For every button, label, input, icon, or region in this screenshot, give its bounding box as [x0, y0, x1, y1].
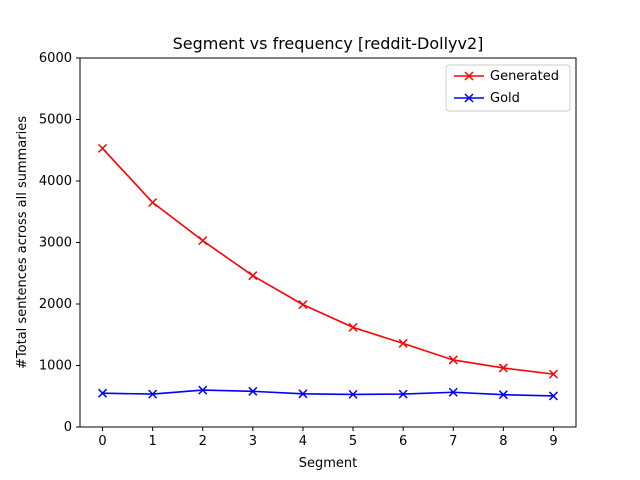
- series-generated: [98, 143, 558, 379]
- data-point-generated: [498, 363, 508, 373]
- y-tick-label: 6000: [39, 51, 72, 66]
- x-tick-label: 0: [98, 434, 106, 449]
- y-tick-label: 5000: [39, 113, 72, 128]
- x-tick-label: 3: [249, 434, 257, 449]
- legend: Generated Gold: [445, 64, 571, 112]
- x-tick-label: 9: [549, 434, 557, 449]
- x-axis: 0 1 2 3 4 5 6 7 8 9: [98, 427, 558, 449]
- x-tick-label: 7: [449, 434, 457, 449]
- x-tick-label: 8: [499, 434, 507, 449]
- data-point-gold: [348, 389, 358, 399]
- y-tick-label: 3000: [39, 236, 72, 251]
- data-point-gold: [298, 389, 308, 399]
- x-tick-label: 1: [149, 434, 157, 449]
- data-point-generated: [548, 369, 558, 379]
- x-axis-label: Segment: [299, 456, 358, 471]
- legend-label-gold: Gold: [490, 91, 520, 106]
- x-tick-label: 4: [299, 434, 307, 449]
- plot-series: [98, 143, 558, 401]
- data-point-gold: [148, 389, 158, 399]
- legend-item-gold: Gold: [454, 91, 520, 106]
- x-tick-label: 6: [399, 434, 407, 449]
- y-tick-label: 1000: [39, 359, 72, 374]
- data-point-generated: [248, 271, 258, 281]
- y-axis-label: #Total sentences across all summaries: [15, 116, 30, 369]
- data-point-generated: [348, 322, 358, 332]
- y-tick-label: 0: [64, 420, 72, 435]
- data-point-generated: [398, 338, 408, 348]
- data-point-gold: [448, 387, 458, 397]
- legend-item-generated: Generated: [454, 69, 559, 84]
- data-point-generated: [298, 300, 308, 310]
- data-point-gold: [248, 386, 258, 396]
- data-point-gold: [98, 388, 108, 398]
- data-point-gold: [198, 385, 208, 395]
- legend-marker-generated: [464, 71, 474, 81]
- data-point-gold: [498, 390, 508, 400]
- y-axis: 0 1000 2000 3000 4000 5000 6000: [39, 51, 80, 435]
- x-tick-label: 5: [349, 434, 357, 449]
- y-tick-label: 2000: [39, 297, 72, 312]
- data-point-generated: [198, 236, 208, 246]
- y-tick-label: 4000: [39, 174, 72, 189]
- data-point-generated: [98, 143, 108, 153]
- series-line-generated: [101, 147, 555, 375]
- data-point-gold: [548, 391, 558, 401]
- chart-title: Segment vs frequency [reddit-Dollyv2]: [173, 34, 484, 53]
- series-gold: [98, 385, 558, 401]
- x-tick-label: 2: [199, 434, 207, 449]
- legend-marker-gold: [464, 93, 474, 103]
- data-point-gold: [398, 389, 408, 399]
- series-line-gold: [101, 389, 555, 397]
- data-point-generated: [148, 197, 158, 208]
- legend-label-generated: Generated: [490, 69, 559, 84]
- plot-area-frame: [79, 57, 577, 428]
- data-point-generated: [448, 355, 458, 365]
